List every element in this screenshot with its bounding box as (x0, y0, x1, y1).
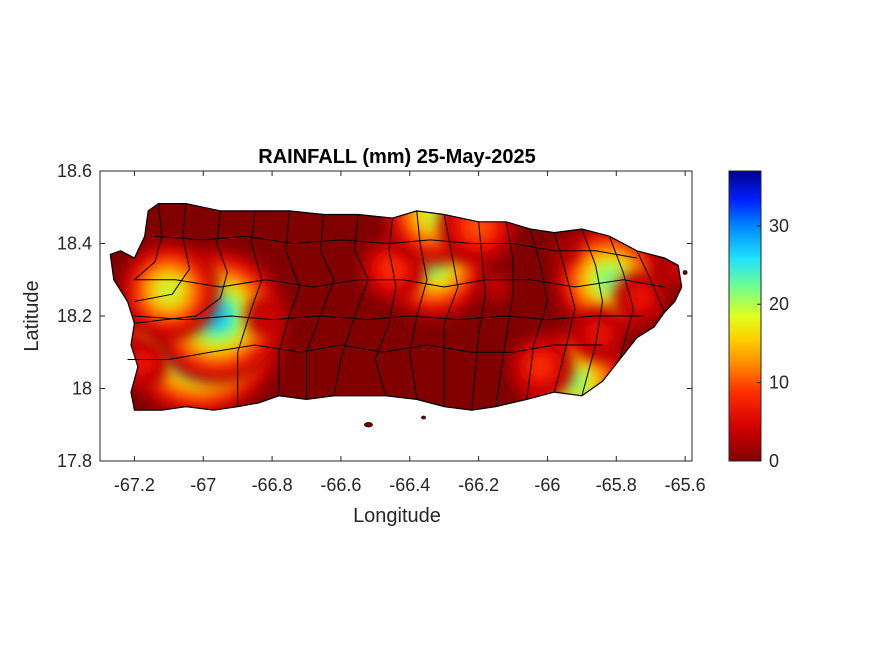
municipality-boundary (409, 210, 428, 400)
y-tick-label: 18 (72, 379, 92, 399)
municipality-boundary (278, 210, 301, 396)
municipality-boundary (333, 214, 370, 396)
municipality-boundary (636, 250, 665, 313)
offshore-isle (364, 422, 373, 428)
rainfall-hotspot (256, 306, 275, 326)
y-tick-label: 18.2 (57, 306, 92, 326)
x-tick-label: -66.8 (252, 475, 293, 495)
x-tick-label: -67 (190, 475, 216, 495)
y-tick-label: 17.8 (57, 451, 92, 471)
rainfall-hotspot (593, 328, 606, 341)
municipality-boundary (134, 203, 163, 281)
x-axis: -67.2 -67 -66.8 -66.6 -66.4 -66.2 -66 -65.8 -65.… (114, 171, 706, 495)
offshore-isle (421, 415, 426, 420)
municipality-boundary (495, 221, 514, 407)
colorbar (728, 170, 762, 462)
colorbar-tick-label: 10 (769, 373, 789, 393)
colorbar-tick-label: 20 (769, 294, 789, 314)
municipality-boundary (471, 221, 487, 411)
x-tick-label: -66.2 (458, 475, 499, 495)
rainfall-hotspot (634, 291, 647, 304)
municipality-boundary (306, 214, 335, 400)
municipality-boundary (374, 218, 397, 396)
municipality-boundaries (127, 203, 665, 411)
x-tick-label: -67.2 (114, 475, 155, 495)
municipality-boundary (443, 214, 459, 407)
x-tick-label: -66 (534, 475, 560, 495)
x-tick-label: -65.8 (596, 475, 637, 495)
municipality-boundary (134, 315, 644, 321)
municipality-boundary (134, 210, 228, 324)
colorbar-tick-label: 0 (769, 451, 779, 471)
municipality-boundary (134, 203, 191, 302)
offshore-isle (682, 270, 688, 275)
municipality-boundary (127, 344, 603, 360)
rainfall-hotspot (566, 373, 584, 390)
municipality-boundary (581, 228, 604, 396)
municipality-boundary (553, 232, 576, 393)
y-axis-label: Latitude (21, 280, 43, 351)
x-tick-label: -66.4 (389, 475, 430, 495)
chart-title: RAINFALL (mm) 25-May-2025 (258, 146, 535, 168)
y-tick-label: 18.6 (57, 161, 92, 181)
colorbar-ticks: 0 10 20 30 (757, 216, 789, 471)
island-outline (109, 203, 683, 411)
municipality-boundary (237, 210, 263, 407)
x-tick-label: -66.6 (320, 475, 361, 495)
coastline (109, 203, 683, 411)
rainfall-hotspot (158, 280, 180, 302)
colorbar-tick-label: 30 (769, 216, 789, 236)
y-axis: 17.8 18 18.2 18.4 18.6 (57, 161, 692, 471)
rainfall-hotspot (532, 359, 549, 375)
x-axis-label: Longitude (353, 505, 441, 527)
municipality-boundary (155, 235, 637, 259)
x-tick-label: -65.6 (665, 475, 706, 495)
rainfall-hotspot (598, 269, 620, 291)
municipality-boundary (526, 228, 548, 400)
y-tick-label: 18.4 (57, 234, 92, 254)
rainfall-hotspot (489, 281, 502, 293)
municipality-boundary (134, 279, 665, 288)
